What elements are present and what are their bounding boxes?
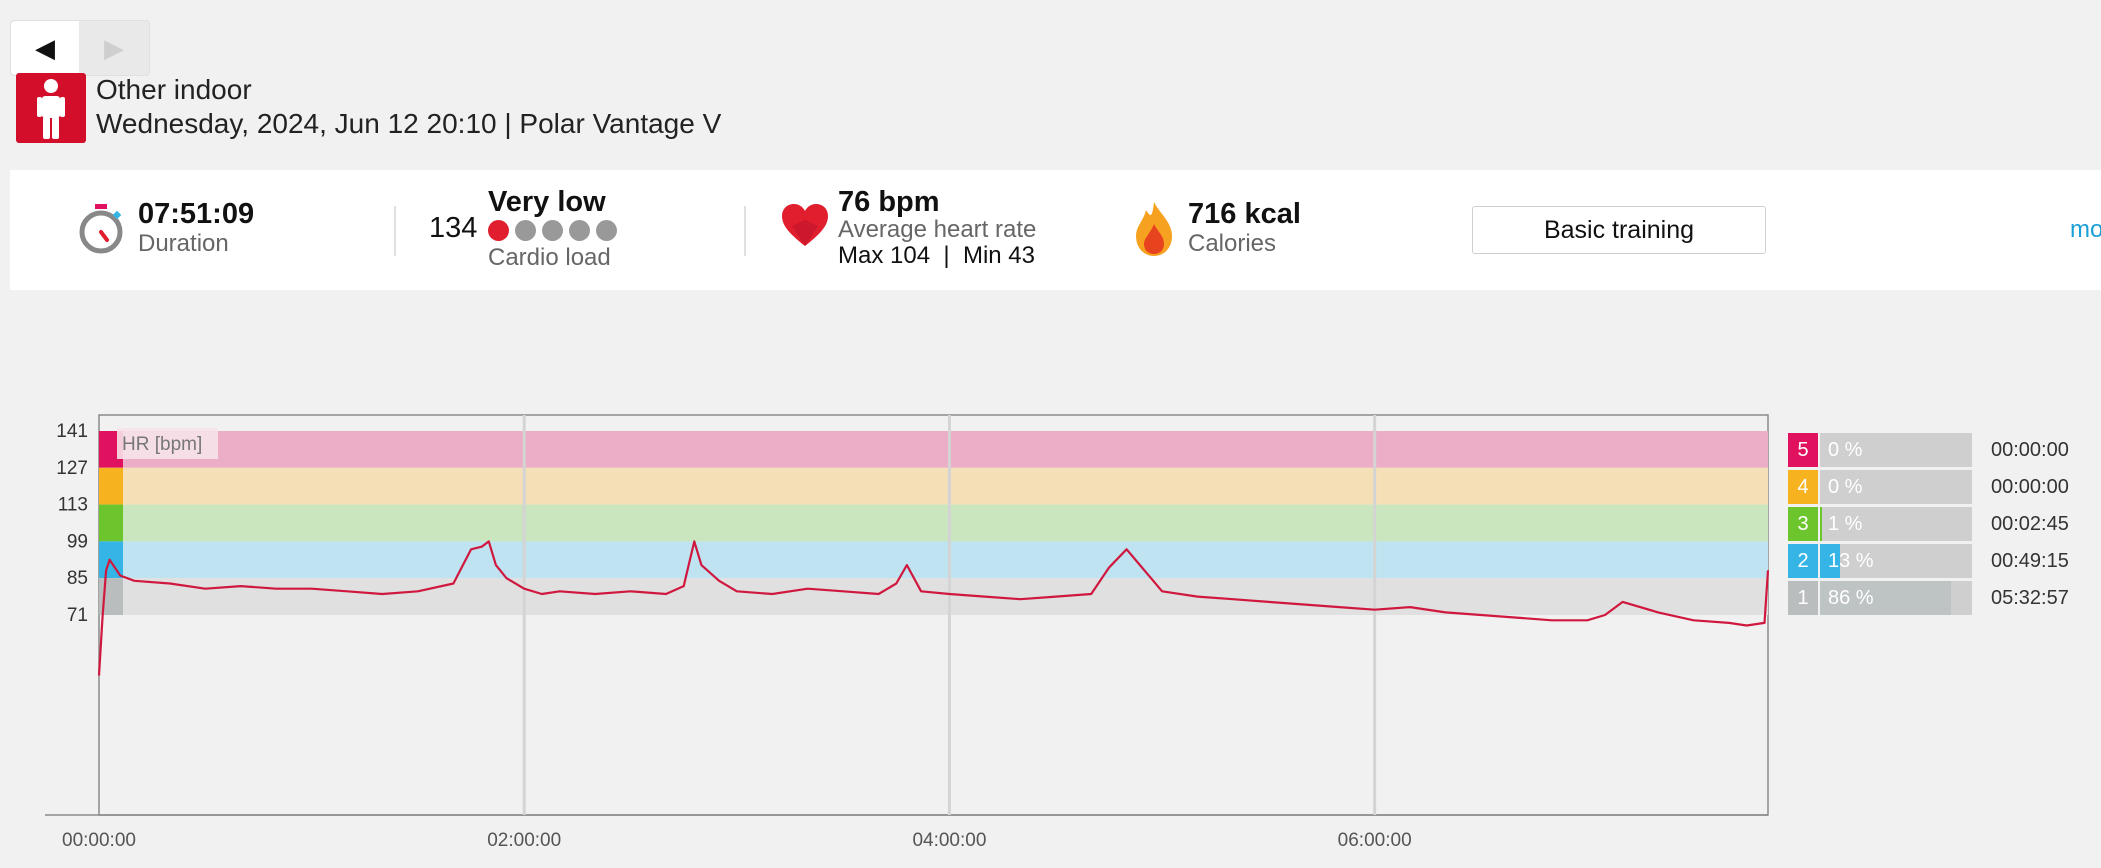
zone-time: 05:32:57 bbox=[1991, 587, 2069, 609]
divider bbox=[394, 206, 396, 256]
zone-time: 00:02:45 bbox=[1991, 513, 2069, 535]
calories-value: 716 kcal bbox=[1188, 198, 1301, 230]
duration-value: 07:51:09 bbox=[138, 198, 255, 230]
zone-percent: 1 % bbox=[1828, 513, 1863, 535]
calories-label: Calories bbox=[1188, 230, 1277, 257]
zone-strip-4 bbox=[99, 467, 123, 505]
cardio-load-label: Cardio load bbox=[488, 244, 611, 271]
y-tick-label: 99 bbox=[67, 531, 88, 552]
zone-number: 5 bbox=[1788, 433, 1818, 467]
previous-session-button[interactable]: ◀ bbox=[11, 21, 79, 75]
zone-percent: 0 % bbox=[1828, 476, 1863, 498]
duration-label: Duration bbox=[138, 230, 229, 257]
training-benefit-button[interactable]: Basic training bbox=[1472, 206, 1766, 254]
zone-bar: 0 % bbox=[1820, 470, 1972, 504]
zone-percent: 86 % bbox=[1828, 587, 1874, 609]
cardio-dot-active bbox=[488, 220, 509, 241]
x-tick-label: 06:00:00 bbox=[1338, 830, 1412, 851]
x-tick-label: 02:00:00 bbox=[487, 830, 561, 851]
cardio-dot bbox=[515, 220, 536, 241]
y-tick-label: 127 bbox=[56, 458, 88, 479]
zone-band-2 bbox=[99, 541, 1768, 579]
session-date-device: Wednesday, 2024, Jun 12 20:10 | Polar Va… bbox=[96, 108, 722, 139]
zone-band-4 bbox=[99, 467, 1768, 505]
zone-time: 00:00:00 bbox=[1991, 476, 2069, 498]
series-label: HR [bpm] bbox=[122, 434, 202, 455]
cardio-load-dots bbox=[488, 220, 623, 246]
divider bbox=[744, 206, 746, 256]
zone-number: 2 bbox=[1788, 544, 1818, 578]
zone-bar-fill bbox=[1820, 544, 1840, 578]
zone-bar-fill bbox=[1820, 507, 1822, 541]
avg-heart-rate-value: 76 bpm bbox=[838, 186, 940, 218]
more-link[interactable]: mo bbox=[2070, 216, 2101, 243]
zone-band-5 bbox=[99, 431, 1768, 468]
y-tick-label: 113 bbox=[58, 495, 88, 516]
sport-person-icon bbox=[16, 73, 86, 143]
x-tick-label: 04:00:00 bbox=[912, 830, 986, 851]
y-tick-label: 141 bbox=[56, 421, 88, 442]
zone-bar: 86 % bbox=[1820, 581, 1972, 615]
zone-bar: 1 % bbox=[1820, 507, 1972, 541]
next-session-button[interactable]: ▶ bbox=[80, 21, 148, 75]
zone-time: 00:49:15 bbox=[1991, 550, 2069, 572]
cardio-dot bbox=[542, 220, 563, 241]
heart-rate-chart: 00:00:00 02:00:00 04:00:00 06:00:00 141 127 11… bbox=[45, 414, 1770, 851]
zone-time: 00:00:00 bbox=[1991, 439, 2069, 461]
zone-bar-fill bbox=[1820, 581, 1951, 615]
avg-heart-rate-label: Average heart rate bbox=[838, 216, 1037, 243]
zone-number: 3 bbox=[1788, 507, 1818, 541]
zone-strip-3 bbox=[99, 504, 123, 542]
arrow-right-icon: ▶ bbox=[104, 32, 124, 63]
arrow-left-icon: ◀ bbox=[35, 32, 55, 63]
zone-number: 4 bbox=[1788, 470, 1818, 504]
heart-icon bbox=[782, 204, 828, 253]
zone-percent: 0 % bbox=[1828, 439, 1863, 461]
cardio-dot bbox=[569, 220, 590, 241]
zone-band-3 bbox=[99, 504, 1768, 542]
series-label-box bbox=[117, 428, 218, 459]
zone-band-1 bbox=[99, 578, 1768, 615]
heart-rate-max-min: Max 104 | Min 43 bbox=[838, 242, 1035, 269]
cardio-dot bbox=[596, 220, 617, 241]
zone-bar: 13 % bbox=[1820, 544, 1972, 578]
y-tick-label: 71 bbox=[67, 605, 88, 626]
cardio-load-value: 134 bbox=[429, 212, 478, 244]
zone-number: 1 bbox=[1788, 581, 1818, 615]
flame-icon bbox=[1134, 202, 1174, 261]
heart-rate-series-line bbox=[97, 540, 1770, 676]
cardio-load-level: Very low bbox=[488, 186, 606, 218]
zone-percent: 13 % bbox=[1828, 550, 1874, 572]
sport-name: Other indoor bbox=[96, 74, 252, 105]
stopwatch-icon bbox=[78, 204, 124, 259]
session-navigation: ◀ ▶ bbox=[10, 20, 150, 76]
summary-bar: 07:51:09 Duration 134 Very low Cardio lo… bbox=[10, 170, 2101, 290]
x-tick-label: 00:00:00 bbox=[62, 830, 136, 851]
y-tick-label: 85 bbox=[67, 568, 88, 589]
zone-bar: 0 % bbox=[1820, 433, 1972, 467]
